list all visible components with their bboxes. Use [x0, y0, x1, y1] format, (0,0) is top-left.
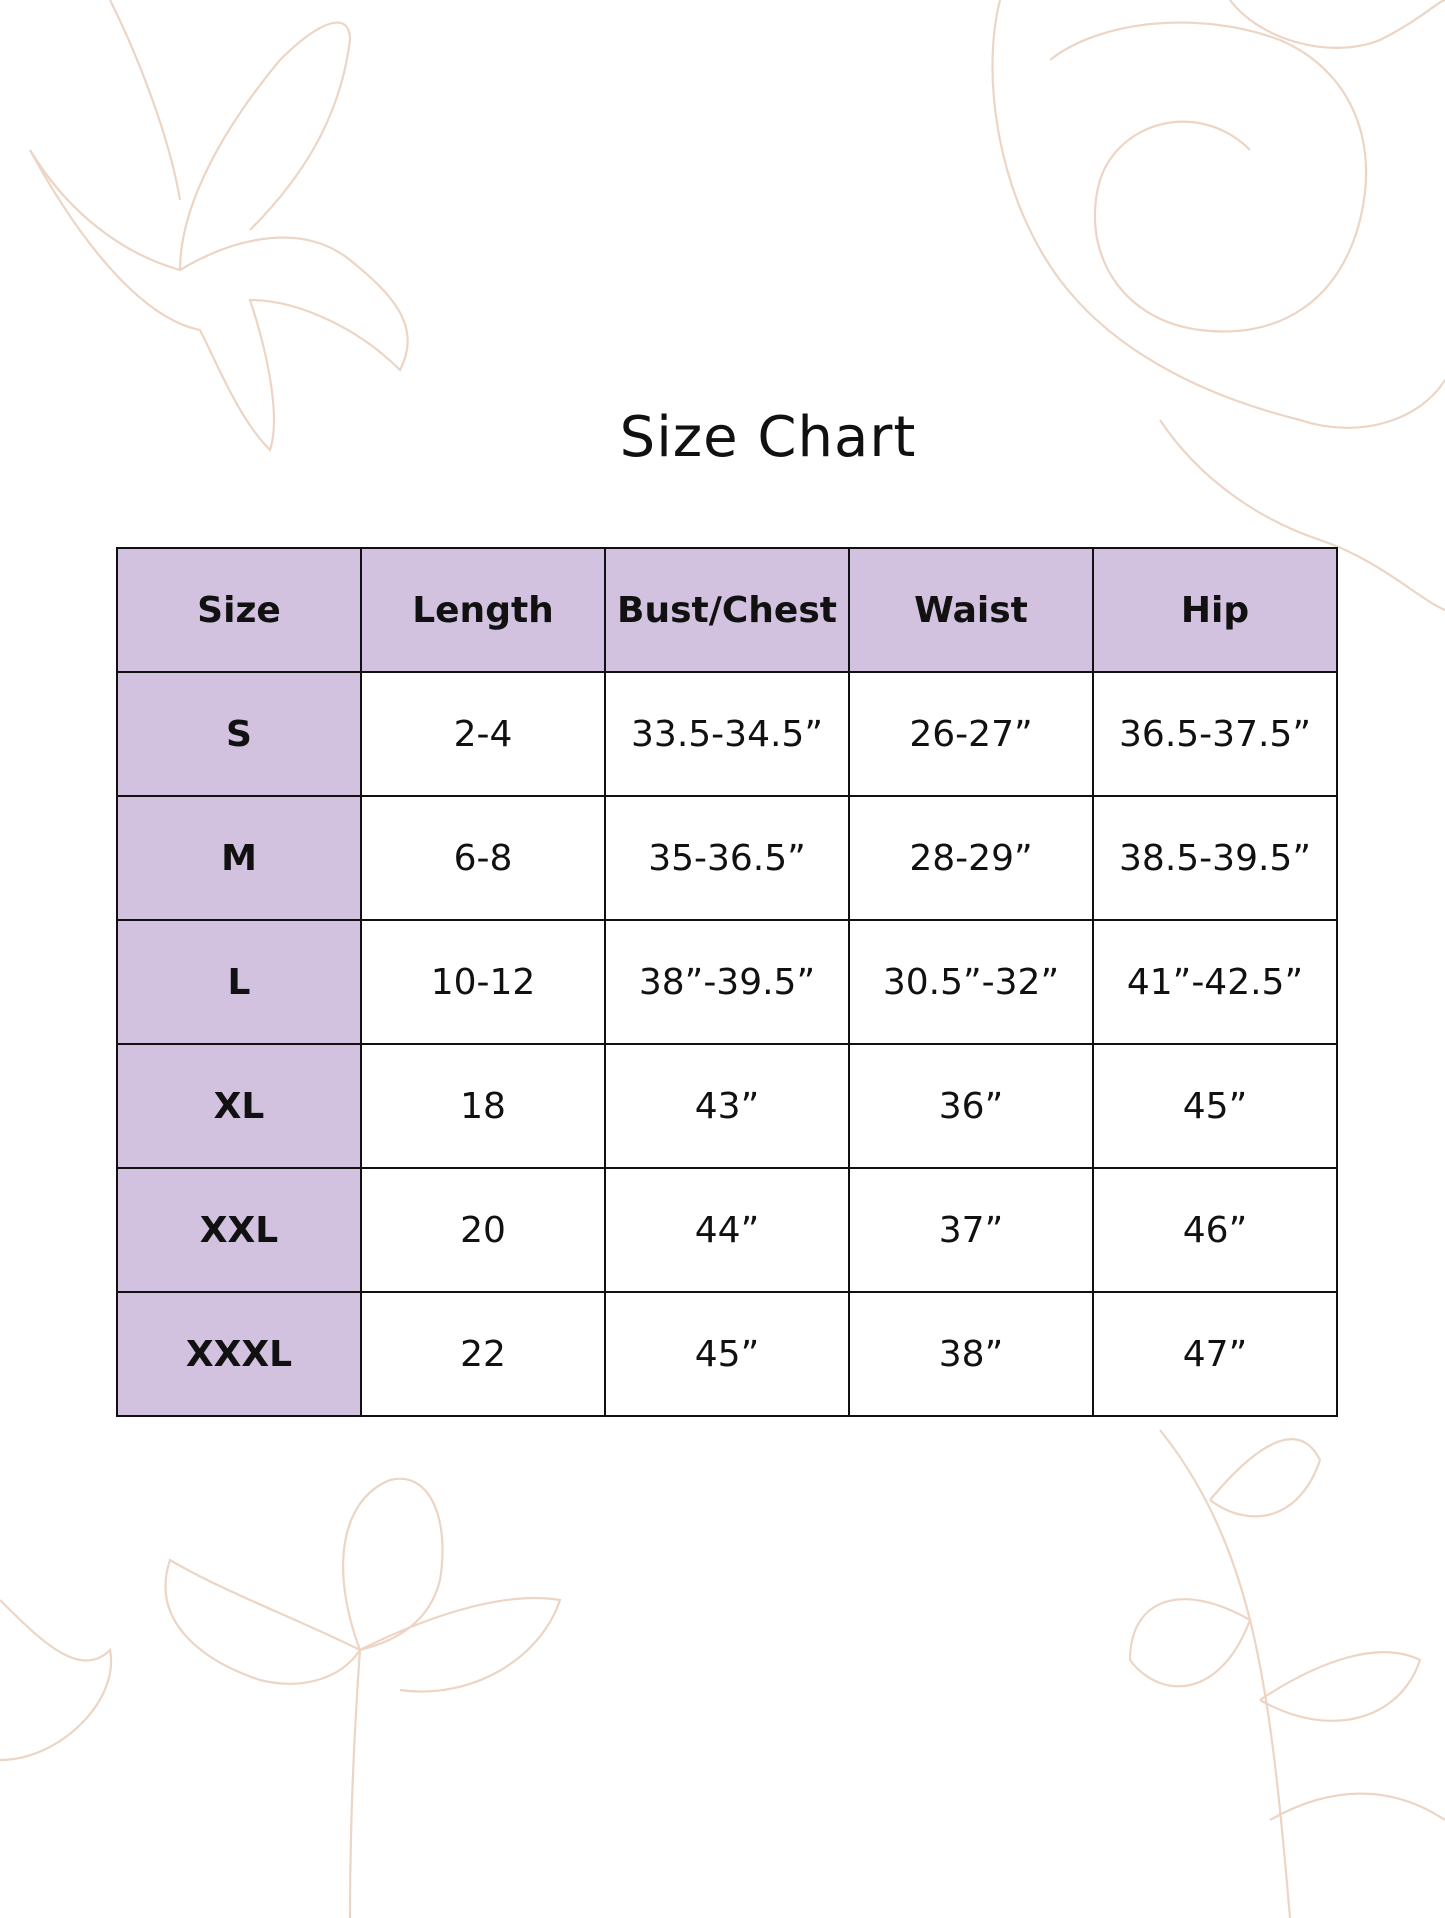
cell-waist: 26-27” [848, 671, 1094, 797]
cell-waist: 30.5”-32” [848, 919, 1094, 1045]
cell-bust-chest: 33.5-34.5” [604, 671, 850, 797]
cell-waist: 38” [848, 1291, 1094, 1417]
cell-waist: 28-29” [848, 795, 1094, 921]
cell-bust-chest: 43” [604, 1043, 850, 1169]
cell-bust-chest: 45” [604, 1291, 850, 1417]
cell-waist: 37” [848, 1167, 1094, 1293]
table-header-row: Size Length Bust/Chest Waist Hip [116, 547, 1338, 673]
table-row: L 10-12 38”-39.5” 30.5”-32” 41”-42.5” [116, 919, 1338, 1045]
cell-length: 20 [360, 1167, 606, 1293]
cell-size: XXXL [116, 1291, 362, 1417]
cell-bust-chest: 44” [604, 1167, 850, 1293]
table-row: XXL 20 44” 37” 46” [116, 1167, 1338, 1293]
cell-hip: 38.5-39.5” [1092, 795, 1338, 921]
cell-hip: 36.5-37.5” [1092, 671, 1338, 797]
header-bust-chest: Bust/Chest [604, 547, 850, 673]
leaves-bottom-right-icon [1128, 1429, 1445, 1918]
cell-waist: 36” [848, 1043, 1094, 1169]
header-size: Size [116, 547, 362, 673]
flower-bottom-left-icon [0, 1477, 562, 1918]
rose-top-right-icon [991, 0, 1445, 612]
cell-bust-chest: 38”-39.5” [604, 919, 850, 1045]
cell-size: L [116, 919, 362, 1045]
table-row: XL 18 43” 36” 45” [116, 1043, 1338, 1169]
cell-hip: 41”-42.5” [1092, 919, 1338, 1045]
header-waist: Waist [848, 547, 1094, 673]
cell-size: S [116, 671, 362, 797]
table-row: S 2-4 33.5-34.5” 26-27” 36.5-37.5” [116, 671, 1338, 797]
cell-size: XXL [116, 1167, 362, 1293]
cell-length: 6-8 [360, 795, 606, 921]
cell-hip: 45” [1092, 1043, 1338, 1169]
table-row: M 6-8 35-36.5” 28-29” 38.5-39.5” [116, 795, 1338, 921]
page-title: Size Chart [619, 405, 917, 470]
cell-size: M [116, 795, 362, 921]
cell-length: 10-12 [360, 919, 606, 1045]
header-length: Length [360, 547, 606, 673]
cell-hip: 46” [1092, 1167, 1338, 1293]
cell-hip: 47” [1092, 1291, 1338, 1417]
table-row: XXXL 22 45” 38” 47” [116, 1291, 1338, 1417]
flower-top-left-icon [29, 0, 409, 453]
cell-bust-chest: 35-36.5” [604, 795, 850, 921]
cell-length: 2-4 [360, 671, 606, 797]
cell-length: 22 [360, 1291, 606, 1417]
header-hip: Hip [1092, 547, 1338, 673]
cell-size: XL [116, 1043, 362, 1169]
size-chart-table: Size Length Bust/Chest Waist Hip S 2-4 33.… [116, 547, 1338, 1417]
cell-length: 18 [360, 1043, 606, 1169]
